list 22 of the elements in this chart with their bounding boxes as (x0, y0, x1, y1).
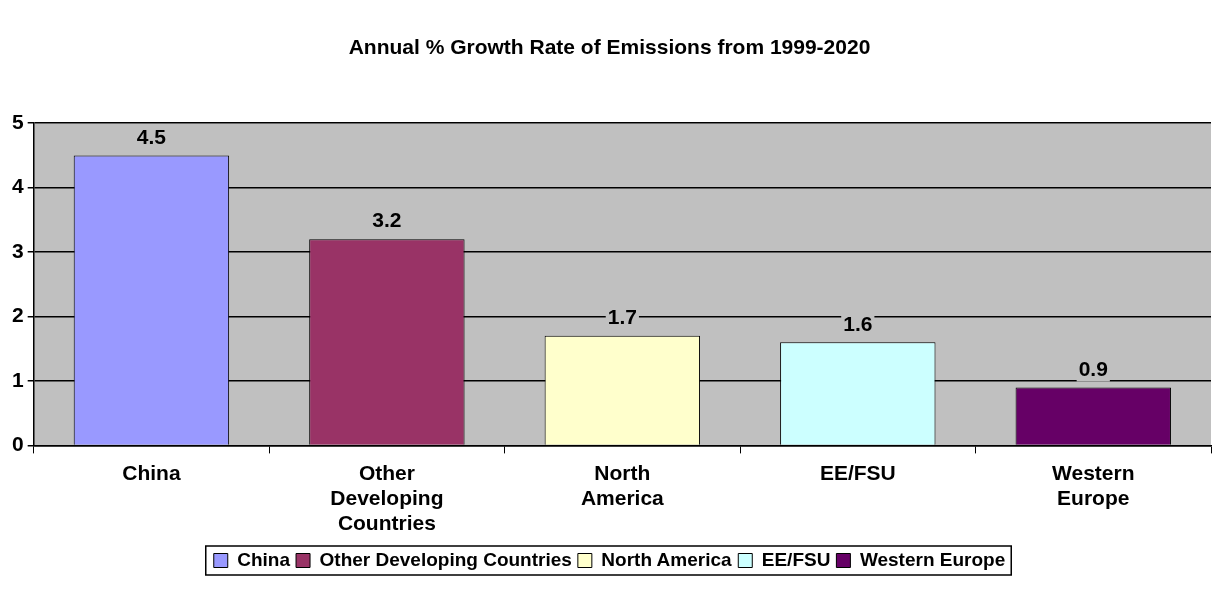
data-label: 4.5 (136, 124, 167, 148)
legend-label: Other Developing Countries (319, 548, 572, 570)
x-tick-label: Western Europe (1052, 460, 1135, 509)
data-label: 3.2 (372, 208, 402, 232)
x-tick-label: North America (580, 460, 665, 509)
y-tick-label: 5 (11, 110, 24, 133)
y-tick-label: 1 (11, 367, 24, 391)
y-tick-label: 2 (11, 303, 24, 327)
chart-title: Annual % Growth Rate of Emissions from 1999-2020 (348, 35, 871, 59)
legend-label: North America (601, 548, 732, 570)
data-label: 0.9 (1078, 356, 1108, 380)
x-tick-label: China (122, 460, 181, 484)
x-tick-label: EE/FSU (819, 460, 896, 484)
data-label: 1.6 (843, 311, 873, 335)
legend-label: Western Europe (859, 548, 1006, 570)
data-label: 1.7 (607, 305, 637, 329)
y-tick-label: 4 (11, 174, 24, 198)
y-tick-label: 0 (11, 432, 24, 456)
x-tick-label: Other Developing Countries (330, 460, 444, 535)
legend-label: China (237, 548, 291, 570)
y-tick-label: 3 (11, 238, 24, 262)
legend-label: EE/FSU (761, 548, 831, 570)
